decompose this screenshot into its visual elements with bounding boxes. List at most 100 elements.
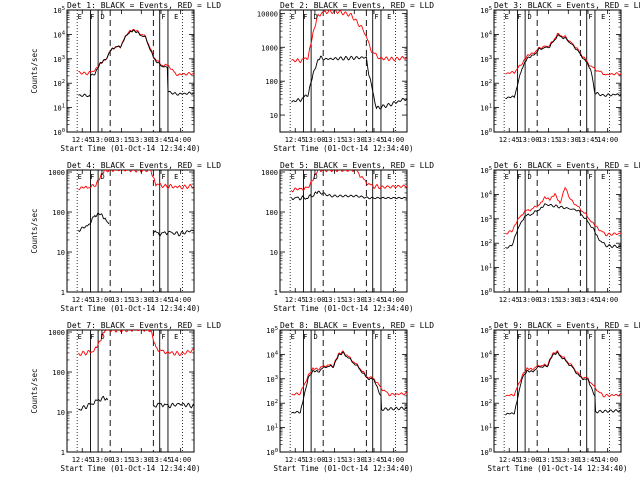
x-tick-label-5: 13:45: [363, 296, 384, 304]
y-tick-label-1: 100: [53, 128, 65, 137]
phase-letter-4: F: [588, 13, 592, 21]
series-line-2: [505, 351, 621, 416]
x-tick-label-4: 13:30: [558, 136, 579, 144]
y-tick-label-4: 103: [480, 55, 492, 64]
x-tick-label-6: 14:00: [597, 136, 618, 144]
x-tick-label-2: 13:00: [518, 456, 539, 464]
y-tick-label-2: 10: [270, 249, 278, 257]
phase-letter-3: D: [313, 13, 317, 21]
plot-frame: [279, 329, 408, 453]
plot-area: [503, 10, 621, 132]
y-tick-label-2: 101: [480, 424, 492, 433]
x-tick-label-5: 13:45: [363, 456, 384, 464]
plot-frame: [66, 9, 195, 133]
y-tick-label-4: 103: [53, 55, 65, 64]
x-tick-label-1: 12:45: [72, 456, 93, 464]
panel-title: Det 1: BLACK = Events, RED = LLD: [67, 1, 221, 10]
x-tick-label-2: 13:00: [518, 296, 539, 304]
phase-letter-5: E: [387, 13, 391, 21]
detector-panel-6: E F D F E12:4513:0013:1513:3013:4514:0010010…: [480, 161, 640, 304]
y-tick-label-5: 104: [53, 30, 65, 39]
series-line-2: [291, 55, 407, 110]
x-tick-label-1: 12:45: [72, 136, 93, 144]
phase-letter-5: E: [174, 13, 178, 21]
y-tick-label-1: 100: [480, 288, 492, 297]
phase-letter-2: F: [90, 333, 94, 341]
plot-frame: [66, 169, 195, 293]
series-line-1: [505, 33, 621, 76]
phase-letter-4: F: [374, 333, 378, 341]
x-tick-label-2: 13:00: [304, 296, 325, 304]
detector-panel-2: E F D F E12:4513:0013:1513:3013:4514:0010100…: [257, 1, 434, 153]
phase-letter-1: E: [291, 173, 295, 181]
y-tick-label-4: 10000: [257, 10, 278, 18]
x-tick-label-5: 13:45: [150, 296, 171, 304]
x-tick-label-3: 13:15: [538, 296, 559, 304]
detector-panel-3: E F D F E12:4513:0013:1513:3013:4514:0010010…: [480, 1, 640, 144]
y-tick-label-1: 1: [61, 289, 65, 297]
x-tick-label-4: 13:30: [131, 296, 152, 304]
y-tick-label-2: 10: [57, 249, 65, 257]
y-tick-label-6: 105: [266, 326, 278, 335]
detector-panel-9: E F D F E12:4513:0013:1513:3013:4514:0010010…: [480, 321, 640, 473]
x-tick-label-3: 13:15: [111, 296, 132, 304]
phase-letter-5: E: [601, 333, 605, 341]
y-tick-label-4: 103: [480, 375, 492, 384]
plot-area: [76, 330, 194, 452]
phase-letter-3: D: [100, 13, 104, 21]
series-line-2: [290, 190, 407, 201]
series-line-2: [78, 395, 109, 411]
phase-letter-2: F: [90, 173, 94, 181]
y-tick-label-2: 10: [57, 409, 65, 417]
x-tick-label-2: 13:00: [91, 296, 112, 304]
phase-letter-1: E: [505, 173, 509, 181]
y-tick-label-3: 1000: [261, 44, 278, 52]
series-line-2: [291, 351, 407, 414]
series-line-1: [291, 10, 407, 64]
phase-letter-2: F: [517, 333, 521, 341]
phase-letter-4: F: [374, 13, 378, 21]
y-tick-label-2: 101: [480, 264, 492, 273]
x-tick-label-4: 13:30: [344, 456, 365, 464]
y-tick-label-3: 100: [265, 209, 278, 217]
phase-letter-2: F: [303, 173, 307, 181]
x-tick-label-3: 13:15: [111, 456, 132, 464]
phase-letter-1: E: [78, 333, 82, 341]
x-tick-label-1: 12:45: [499, 296, 520, 304]
x-tick-label-2: 13:00: [304, 456, 325, 464]
detector-panel-4: E F D F E12:4513:0013:1513:3013:4514:0011010…: [30, 161, 221, 313]
phase-letter-3: D: [313, 333, 317, 341]
plot-frame: [493, 169, 622, 293]
phase-letter-1: E: [78, 13, 82, 21]
x-tick-label-2: 13:00: [91, 456, 112, 464]
x-tick-label-2: 13:00: [518, 136, 539, 144]
x-tick-label-5: 13:45: [150, 136, 171, 144]
x-tick-label-4: 13:30: [131, 136, 152, 144]
plot-area: [76, 10, 194, 132]
detector-panel-8: E F D F E12:4513:0013:1513:3013:4514:0010010…: [266, 321, 434, 473]
x-tick-label-5: 13:45: [150, 456, 171, 464]
panel-title: Det 3: BLACK = Events, RED = LLD: [494, 1, 640, 10]
plot-area: [503, 330, 621, 452]
phase-letter-3: D: [100, 173, 104, 181]
x-tick-label-4: 13:30: [344, 296, 365, 304]
x-tick-label-3: 13:15: [538, 136, 559, 144]
y-tick-label-3: 102: [480, 399, 492, 408]
x-tick-label-1: 12:45: [285, 456, 306, 464]
x-tick-label-6: 14:00: [597, 456, 618, 464]
y-tick-label-1: 1: [61, 449, 65, 457]
series-line-2: [505, 34, 621, 100]
phase-letter-4: F: [588, 173, 592, 181]
x-tick-label-2: 13:00: [304, 136, 325, 144]
phase-letter-3: D: [313, 173, 317, 181]
phase-letter-4: F: [161, 173, 165, 181]
panel-title: Det 7: BLACK = Events, RED = LLD: [67, 321, 221, 330]
panel-title: Det 2: BLACK = Events, RED = LLD: [280, 1, 434, 10]
series-line-3: [153, 402, 194, 409]
detector-panel-5: E F D F E12:4513:0013:1513:3013:4514:0011010…: [261, 161, 434, 313]
y-tick-label-1: 1: [274, 289, 278, 297]
panel-title: Det 5: BLACK = Events, RED = LLD: [280, 161, 434, 170]
x-tick-label-3: 13:15: [324, 456, 345, 464]
phase-letter-1: E: [291, 13, 295, 21]
